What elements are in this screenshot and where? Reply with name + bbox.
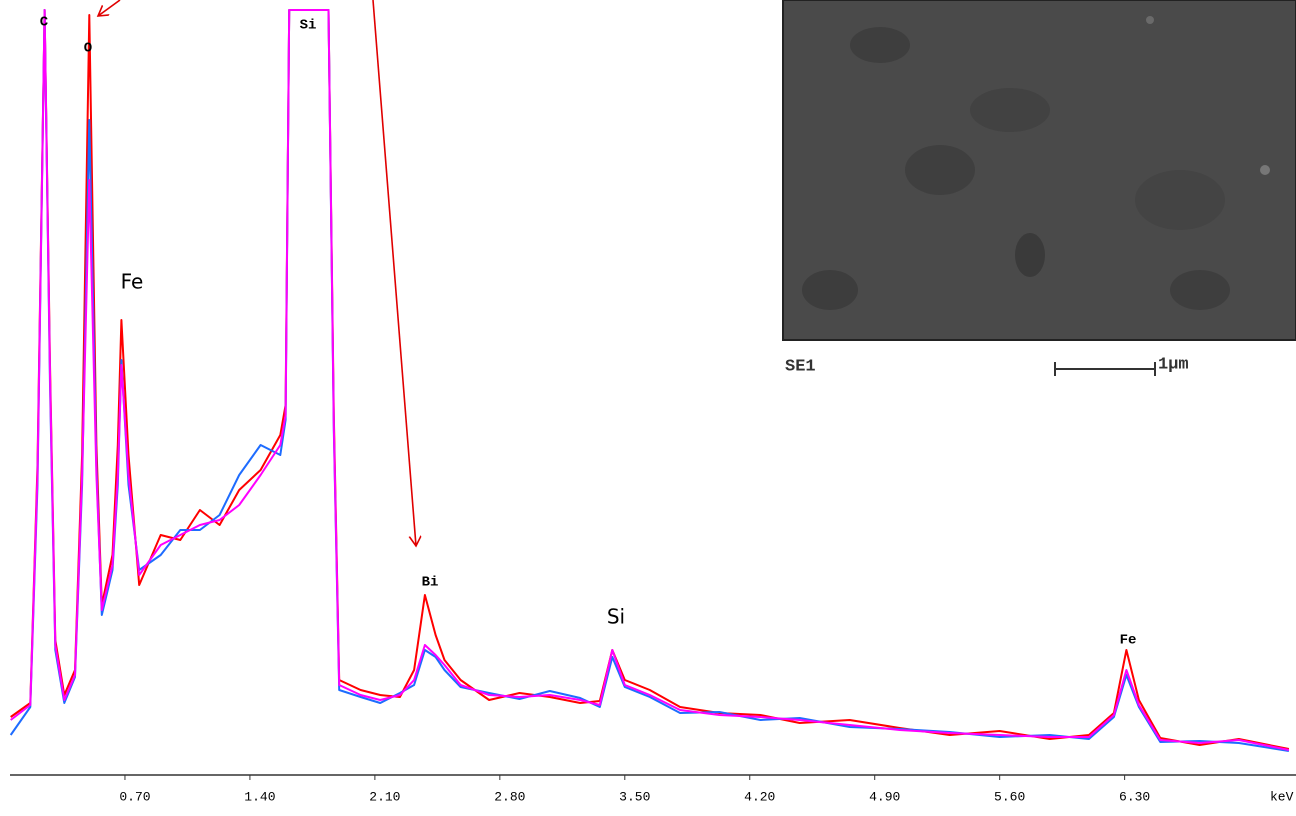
- peak-label: Si: [300, 18, 317, 34]
- peak-label: Fe: [1120, 633, 1137, 649]
- texture: [1015, 233, 1045, 277]
- x-tick-label: 0.70: [119, 789, 150, 804]
- peak-label: O: [84, 41, 92, 57]
- page: SE1 1µm 0.70 1.40 2.10 2.80 3.50 4.20 4.90 5.60…: [0, 0, 1296, 816]
- texture: [802, 270, 858, 310]
- x-tick-label: 4.20: [744, 789, 775, 804]
- peak-label: Si: [607, 605, 625, 629]
- texture: [1170, 270, 1230, 310]
- x-tick-label: 5.60: [994, 789, 1025, 804]
- inset: SE1 1µm: [783, 0, 1296, 376]
- scale-bar-label: 1µm: [1158, 355, 1189, 374]
- arrow: [373, 0, 416, 546]
- texture: [970, 88, 1050, 132]
- texture: [1135, 170, 1225, 230]
- chart: SE1 1µm 0.70 1.40 2.10 2.80 3.50 4.20 4.90 5.60…: [0, 0, 1296, 816]
- texture: [1146, 16, 1154, 24]
- arrow: [98, 0, 120, 16]
- x-tick-label: 1.40: [244, 789, 275, 804]
- peak-label: C: [40, 15, 49, 31]
- x-tick-label: 6.30: [1119, 789, 1150, 804]
- texture: [850, 27, 910, 63]
- x-tick-label: 3.50: [619, 789, 650, 804]
- texture: [905, 145, 975, 195]
- x-unit: keV: [1270, 789, 1294, 804]
- peak-label: Fe: [121, 270, 144, 294]
- x-tick-label: 2.10: [369, 789, 400, 804]
- x-tick-label: 2.80: [494, 789, 525, 804]
- peak-label: Bi: [422, 575, 439, 591]
- image-caption: SE1: [785, 357, 816, 376]
- texture: [1260, 165, 1270, 175]
- x-tick-label: 4.90: [869, 789, 900, 804]
